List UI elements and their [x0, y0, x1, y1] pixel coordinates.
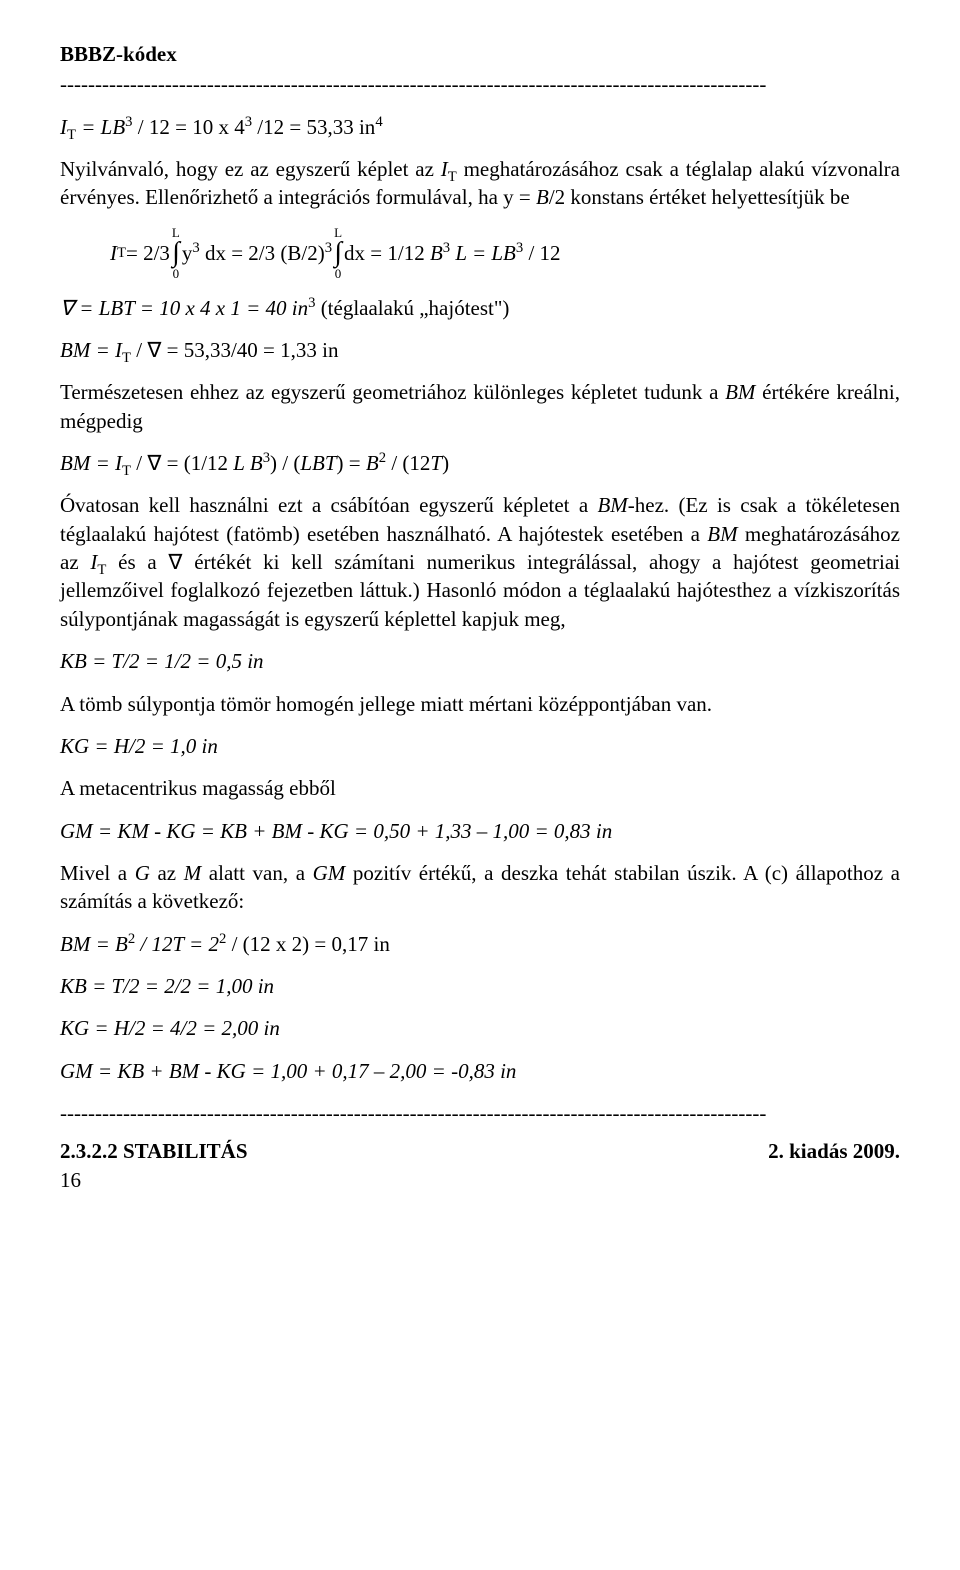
eq9-a: BM = B	[60, 932, 128, 956]
eq2-g: / 12	[523, 241, 560, 265]
p6-G: G	[135, 861, 150, 885]
equation-kg2: KG = H/2 = 4/2 = 2,00 in	[60, 1014, 900, 1042]
equation-bm2: BM = B2 / 12T = 22 / (12 x 2) = 0,17 in	[60, 930, 900, 958]
paragraph-5: A metacentrikus magasság ebből	[60, 774, 900, 802]
footer: ----------------------------------------…	[60, 1099, 900, 1194]
eq3-b: (téglaalakú „hajótest")	[315, 296, 509, 320]
p6-M: M	[184, 861, 202, 885]
eq1-rhs: = LB	[76, 115, 125, 139]
eq2-s1: 3	[192, 240, 199, 256]
eq9-c: / (12 x 2) = 0,17 in	[226, 932, 390, 956]
p3-d: és a ∇ értékét ki kell számítani numerik…	[60, 550, 900, 631]
int2-lo: 0	[335, 267, 342, 280]
footer-left: 2.3.2.2 STABILITÁS	[60, 1137, 248, 1165]
integral-glyph-1: ∫	[172, 239, 180, 267]
paragraph-4: A tömb súlypontja tömör homogén jellege …	[60, 690, 900, 718]
p1-a: Nyilvánvaló, hogy ez az egyszerű képlet …	[60, 157, 441, 181]
header-rule: ----------------------------------------…	[60, 70, 900, 98]
eq5-lb: L B	[233, 451, 262, 475]
eq5-B: B	[366, 451, 379, 475]
eq5-sup2: 2	[379, 450, 386, 466]
p3-bm2: BM	[707, 522, 737, 546]
p2-bm: BM	[725, 380, 755, 404]
eq5-d: ) =	[337, 451, 366, 475]
equation-kb2: KB = T/2 = 2/2 = 1,00 in	[60, 972, 900, 1000]
p6-c: alatt van, a	[201, 861, 312, 885]
eq2-I: I	[110, 239, 117, 267]
eq5-a: BM = I	[60, 451, 122, 475]
p3-bm: BM	[597, 493, 627, 517]
eq2-c: dx = 2/3 (B/2)	[200, 241, 325, 265]
eq5-f: )	[442, 451, 449, 475]
eq2-B: B	[430, 241, 443, 265]
p2-a: Természetesen ehhez az egyszerű geometri…	[60, 380, 725, 404]
p1-c: /2 konstans értéket helyettesítjük be	[549, 185, 850, 209]
eq5-e: / (12	[386, 451, 430, 475]
eq4-b: / ∇ = 53,33/40 = 1,33 in	[131, 338, 339, 362]
p1-I: I	[441, 157, 448, 181]
eq5-s1: T	[122, 463, 131, 479]
paragraph-3: Óvatosan kell használni ezt a csábítóan …	[60, 491, 900, 633]
paragraph-2: Természetesen ehhez az egyszerű geometri…	[60, 378, 900, 435]
footer-line: 2.3.2.2 STABILITÁS 2. kiadás 2009.	[60, 1137, 900, 1165]
eq5-T: T	[430, 451, 442, 475]
p1-Isub: T	[448, 169, 457, 185]
eq2-b: y	[182, 241, 193, 265]
eq4-s1: T	[122, 350, 131, 366]
eq2-s2: 3	[325, 240, 332, 256]
eq1-s3: 4	[375, 114, 382, 130]
eq5-lbt: LBT	[300, 451, 336, 475]
equation-volume: ∇ = LBT = 10 x 4 x 1 = 40 in3 (téglaalak…	[60, 294, 900, 322]
integral-glyph-2: ∫	[334, 239, 342, 267]
equation-kb1: KB = T/2 = 1/2 = 0,5 in	[60, 647, 900, 675]
equation-bm-formula: BM = IT / ∇ = (1/12 L B3) / (LBT) = B2 /…	[60, 449, 900, 477]
footer-right: 2. kiadás 2009.	[768, 1137, 900, 1165]
eq4-a: BM = I	[60, 338, 122, 362]
p3-a: Óvatosan kell használni ezt a csábítóan …	[60, 493, 597, 517]
eq1-T: T	[67, 127, 76, 143]
eq1-m1: / 12 = 10 x 4	[133, 115, 245, 139]
equation-gm2: GM = KB + BM - KG = 1,00 + 0,17 – 2,00 =…	[60, 1057, 900, 1085]
p1-B: B	[536, 185, 549, 209]
int1-lo: 0	[173, 267, 180, 280]
equation-it: IT = LB3 / 12 = 10 x 43 /12 = 53,33 in4	[60, 113, 900, 141]
p6-b: az	[150, 861, 184, 885]
eq5-c: ) / (	[270, 451, 300, 475]
eq1-I: I	[60, 115, 67, 139]
paragraph-1: Nyilvánvaló, hogy ez az egyszerű képlet …	[60, 155, 900, 212]
integral-symbol-2: L ∫ 0	[334, 226, 342, 280]
eq1-s2: 3	[245, 114, 252, 130]
eq2-a: = 2/3	[126, 239, 170, 267]
footer-rule: ----------------------------------------…	[60, 1099, 900, 1127]
eq9-b: / 12T = 2	[135, 932, 219, 956]
eq3-a: ∇ = LBT = 10 x 4 x 1 = 40 in	[60, 296, 308, 320]
eq2-e: dx = 1/12	[344, 241, 430, 265]
equation-kg1: KG = H/2 = 1,0 in	[60, 732, 900, 760]
equation-bm1: BM = IT / ∇ = 53,33/40 = 1,33 in	[60, 336, 900, 364]
integral-symbol-1: L ∫ 0	[172, 226, 180, 280]
eq1-m2: /12 = 53,33 in	[252, 115, 375, 139]
eq5-b: / ∇ = (1/12	[131, 451, 233, 475]
eq1-s1: 3	[125, 114, 132, 130]
eq5-sup1: 3	[263, 450, 270, 466]
equation-integral: IT = 2/3 L ∫ 0 y3 dx = 2/3 (B/2)3 L ∫ 0 …	[110, 226, 900, 280]
equation-gm1: GM = KM - KG = KB + BM - KG = 0,50 + 1,3…	[60, 817, 900, 845]
page-number: 16	[60, 1166, 900, 1194]
header-title: BBBZ-kódex	[60, 40, 900, 68]
page: BBBZ-kódex -----------------------------…	[0, 0, 960, 1570]
eq2-f: L = LB	[450, 241, 516, 265]
p6-GM: GM	[313, 861, 346, 885]
p6-a: Mivel a	[60, 861, 135, 885]
paragraph-6: Mivel a G az M alatt van, a GM pozitív é…	[60, 859, 900, 916]
